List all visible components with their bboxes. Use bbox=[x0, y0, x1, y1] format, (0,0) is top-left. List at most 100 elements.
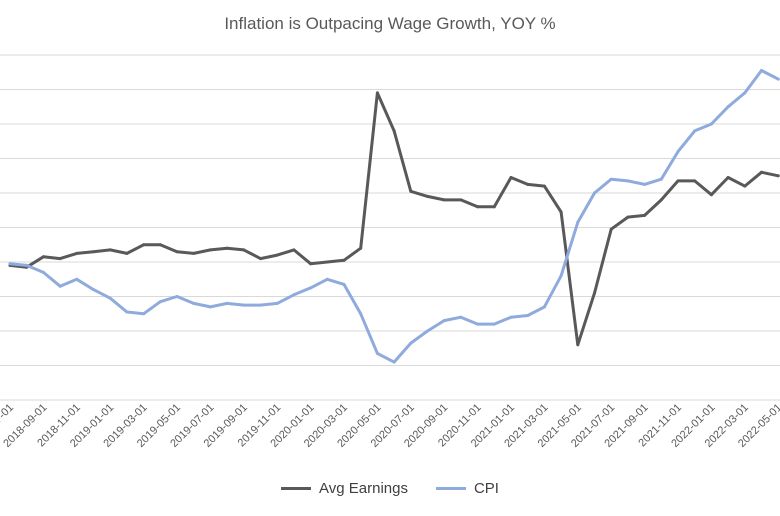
data-point-cpi-42 bbox=[709, 122, 713, 126]
chart-title: Inflation is Outpacing Wage Growth, YOY … bbox=[224, 14, 556, 33]
data-point-cpi-21 bbox=[359, 312, 363, 316]
data-point-avg-earnings-36 bbox=[609, 227, 613, 231]
legend-item-cpi: CPI bbox=[435, 480, 499, 497]
data-point-avg-earnings-39 bbox=[659, 198, 663, 202]
data-point-avg-earnings-46 bbox=[776, 174, 780, 178]
data-point-avg-earnings-25 bbox=[426, 194, 429, 198]
data-point-cpi-4 bbox=[75, 277, 79, 281]
data-point-avg-earnings-33 bbox=[559, 210, 563, 214]
data-point-cpi-15 bbox=[259, 303, 262, 307]
data-point-avg-earnings-8 bbox=[142, 243, 146, 247]
data-point-avg-earnings-38 bbox=[643, 213, 647, 217]
data-point-avg-earnings-22 bbox=[375, 91, 379, 95]
data-point-cpi-29 bbox=[492, 322, 496, 326]
data-point-avg-earnings-17 bbox=[292, 248, 296, 252]
data-point-avg-earnings-41 bbox=[693, 179, 697, 183]
legend-swatch-avg-earnings bbox=[281, 487, 312, 490]
data-point-cpi-45 bbox=[760, 69, 763, 72]
data-point-avg-earnings-11 bbox=[192, 251, 196, 255]
data-point-avg-earnings-27 bbox=[459, 198, 463, 202]
data-point-cpi-9 bbox=[158, 300, 162, 304]
data-point-cpi-41 bbox=[693, 129, 697, 133]
data-point-avg-earnings-15 bbox=[259, 257, 262, 261]
data-point-cpi-18 bbox=[309, 286, 313, 290]
data-point-cpi-3 bbox=[58, 284, 62, 288]
data-point-cpi-43 bbox=[726, 105, 730, 109]
data-point-avg-earnings-2 bbox=[41, 255, 45, 259]
data-point-avg-earnings-28 bbox=[476, 205, 480, 209]
data-point-avg-earnings-13 bbox=[225, 246, 229, 250]
data-point-cpi-8 bbox=[142, 312, 146, 316]
data-point-cpi-0 bbox=[8, 262, 12, 266]
data-point-avg-earnings-20 bbox=[342, 258, 346, 262]
data-point-cpi-44 bbox=[743, 91, 747, 95]
data-point-cpi-40 bbox=[676, 150, 680, 154]
data-point-cpi-26 bbox=[442, 319, 446, 323]
data-point-cpi-2 bbox=[41, 270, 45, 274]
x-axis-tick-labels: 2018-07-012018-09-012018-11-012019-01-01… bbox=[0, 402, 780, 450]
data-point-avg-earnings-18 bbox=[309, 262, 313, 266]
data-point-cpi-1 bbox=[25, 263, 29, 267]
data-point-avg-earnings-7 bbox=[125, 251, 129, 255]
data-point-cpi-20 bbox=[342, 282, 346, 286]
data-point-avg-earnings-37 bbox=[626, 215, 630, 219]
data-point-cpi-11 bbox=[192, 301, 196, 305]
data-point-cpi-37 bbox=[626, 179, 630, 183]
data-point-cpi-39 bbox=[659, 177, 663, 181]
data-point-avg-earnings-16 bbox=[275, 253, 279, 257]
data-point-avg-earnings-10 bbox=[175, 250, 179, 254]
data-point-avg-earnings-19 bbox=[325, 260, 329, 264]
data-point-avg-earnings-40 bbox=[676, 179, 680, 183]
series-lines bbox=[8, 69, 780, 364]
data-point-avg-earnings-24 bbox=[409, 189, 413, 193]
data-point-cpi-36 bbox=[609, 177, 613, 181]
data-point-avg-earnings-6 bbox=[108, 248, 112, 252]
data-point-cpi-5 bbox=[92, 288, 95, 292]
data-point-avg-earnings-43 bbox=[726, 176, 730, 179]
data-point-cpi-10 bbox=[175, 295, 179, 298]
legend-swatch-cpi bbox=[435, 487, 466, 490]
data-point-cpi-12 bbox=[208, 305, 212, 309]
data-point-avg-earnings-26 bbox=[442, 198, 446, 202]
data-point-cpi-16 bbox=[275, 301, 279, 305]
data-point-cpi-7 bbox=[125, 310, 129, 314]
data-point-avg-earnings-21 bbox=[359, 246, 363, 250]
data-point-cpi-22 bbox=[375, 351, 379, 355]
data-point-cpi-32 bbox=[542, 305, 546, 309]
data-point-avg-earnings-12 bbox=[208, 248, 212, 252]
legend-label-avg-earnings: Avg Earnings bbox=[319, 480, 408, 497]
data-point-cpi-24 bbox=[409, 341, 413, 345]
data-point-cpi-23 bbox=[392, 360, 396, 364]
data-point-cpi-30 bbox=[509, 315, 513, 319]
data-point-avg-earnings-29 bbox=[492, 205, 496, 209]
data-point-cpi-17 bbox=[292, 293, 296, 297]
data-point-avg-earnings-9 bbox=[158, 243, 162, 247]
data-point-avg-earnings-42 bbox=[709, 193, 713, 197]
legend: Avg Earnings CPI bbox=[0, 480, 780, 497]
data-point-avg-earnings-23 bbox=[392, 129, 396, 133]
data-point-cpi-6 bbox=[108, 296, 112, 300]
data-point-cpi-25 bbox=[426, 329, 429, 333]
legend-label-cpi: CPI bbox=[473, 480, 499, 497]
data-point-avg-earnings-30 bbox=[509, 176, 513, 179]
data-point-avg-earnings-35 bbox=[593, 291, 596, 295]
data-point-avg-earnings-45 bbox=[760, 170, 763, 174]
data-point-cpi-19 bbox=[325, 277, 329, 281]
series-line-cpi bbox=[8, 69, 780, 364]
data-point-cpi-28 bbox=[476, 322, 480, 326]
data-point-cpi-34 bbox=[576, 220, 580, 224]
data-point-cpi-35 bbox=[593, 191, 596, 195]
data-point-cpi-46 bbox=[776, 77, 780, 81]
data-point-avg-earnings-31 bbox=[526, 182, 530, 186]
grid-lines bbox=[0, 54, 780, 401]
data-point-avg-earnings-3 bbox=[58, 257, 62, 261]
data-point-cpi-14 bbox=[242, 303, 246, 307]
data-point-avg-earnings-44 bbox=[743, 184, 747, 188]
data-point-avg-earnings-14 bbox=[242, 248, 246, 252]
data-point-cpi-13 bbox=[225, 301, 229, 305]
data-point-cpi-33 bbox=[559, 274, 563, 278]
data-point-cpi-27 bbox=[459, 315, 463, 319]
data-point-avg-earnings-5 bbox=[92, 250, 95, 254]
